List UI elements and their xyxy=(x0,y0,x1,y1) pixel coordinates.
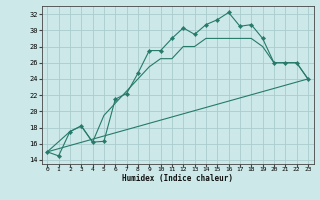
X-axis label: Humidex (Indice chaleur): Humidex (Indice chaleur) xyxy=(122,174,233,183)
